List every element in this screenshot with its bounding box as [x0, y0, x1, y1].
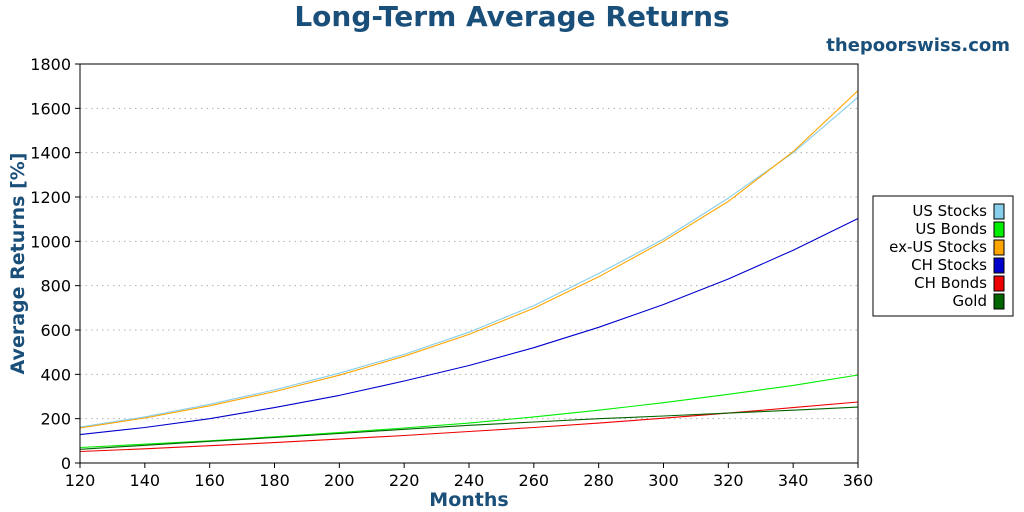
x-tick-label: 340	[778, 471, 809, 490]
x-tick-label: 180	[259, 471, 290, 490]
legend-label-us-stocks: US Stocks	[912, 202, 987, 220]
legend-swatch-ex-us-stocks	[993, 239, 1005, 256]
x-tick-label: 320	[713, 471, 744, 490]
y-tick-label: 800	[40, 277, 71, 296]
x-tick-label: 120	[65, 471, 96, 490]
series-line-ch-bonds	[79, 401, 859, 453]
legend-label-gold: Gold	[953, 292, 988, 310]
x-tick-label: 260	[519, 471, 550, 490]
x-tick-label: 280	[583, 471, 614, 490]
y-tick-label: 1800	[30, 55, 71, 74]
x-tick-label: 360	[843, 471, 874, 490]
y-tick-labels: 0 200 400 600 800 1000 1200 1400 1600 1800	[30, 55, 71, 473]
y-tick-label: 0	[61, 454, 71, 473]
series-lines	[79, 90, 859, 453]
x-tick-label: 200	[324, 471, 355, 490]
y-tick-label: 200	[40, 410, 71, 429]
legend-swatch-us-bonds	[993, 221, 1005, 238]
y-tick-label: 1200	[30, 188, 71, 207]
legend-box	[872, 195, 1014, 317]
y-axis-title: Average Returns [%]	[7, 153, 29, 375]
series-line-us-bonds	[79, 374, 859, 449]
x-tick-label: 300	[648, 471, 679, 490]
legend-swatch-gold	[993, 293, 1005, 310]
x-axis-title: Months	[429, 489, 508, 511]
x-tick-label: 160	[194, 471, 225, 490]
source-watermark: thepoorswiss.com	[826, 35, 1010, 56]
x-tick-labels: 120 140 160 180 200 220 240 260 280 300 320 340 360	[65, 471, 874, 490]
axes	[75, 63, 859, 468]
legend-label-ch-bonds: CH Bonds	[914, 274, 987, 292]
y-tick-label: 400	[40, 365, 71, 384]
legend-swatch-ch-stocks	[993, 257, 1005, 274]
series-line-ch-stocks	[79, 218, 859, 436]
legend-label-ch-stocks: CH Stocks	[911, 256, 987, 274]
series-line-ex-us-stocks	[79, 90, 859, 429]
legend-swatch-ch-bonds	[993, 275, 1005, 292]
series-line-us-stocks	[79, 96, 859, 428]
x-tick-label: 240	[454, 471, 485, 490]
series-line-gold	[79, 406, 859, 450]
legend-swatch-us-stocks	[993, 203, 1005, 220]
x-tick-label: 220	[389, 471, 420, 490]
chart-title: Long-Term Average Returns	[294, 0, 730, 33]
y-tick-label: 600	[40, 321, 71, 340]
plot-frame	[79, 63, 859, 464]
y-tick-label: 1400	[30, 144, 71, 163]
x-tick-label: 140	[130, 471, 161, 490]
y-tick-label: 1600	[30, 99, 71, 118]
y-tick-label: 1000	[30, 232, 71, 251]
legend-label-us-bonds: US Bonds	[915, 220, 987, 238]
legend-label-ex-us-stocks: ex-US Stocks	[889, 238, 987, 256]
